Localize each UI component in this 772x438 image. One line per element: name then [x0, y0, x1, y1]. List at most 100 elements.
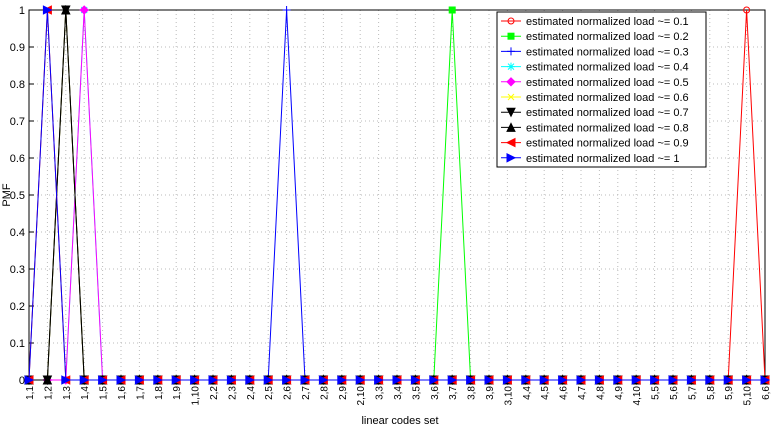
x-tick-label: 5,5	[651, 386, 662, 400]
marker	[116, 375, 127, 385]
x-tick-label: 3,10	[503, 386, 514, 406]
y-tick-label: 0.3	[10, 264, 25, 276]
marker	[506, 77, 516, 87]
marker	[507, 17, 515, 25]
x-tick-label: 2,4	[246, 386, 257, 400]
marker	[392, 375, 403, 385]
x-tick-label: 3,6	[430, 386, 441, 400]
x-tick-label: 3,4	[393, 386, 404, 400]
x-tick-label: 4,8	[595, 386, 606, 400]
x-tick-label: 4,10	[632, 386, 643, 406]
marker	[60, 4, 71, 15]
marker	[594, 375, 605, 385]
legend-label: estimated normalized load ~= 0.7	[526, 107, 689, 119]
marker	[410, 375, 421, 385]
marker	[79, 5, 89, 15]
y-tick-label: 0	[19, 375, 25, 387]
x-tick-label: 1,4	[80, 386, 91, 400]
y-tick-label: 0.1	[10, 338, 25, 350]
marker	[98, 375, 108, 385]
x-tick-label: 1,8	[154, 386, 165, 400]
x-axis-label: linear codes set	[361, 415, 438, 427]
x-tick-label: 1,7	[135, 386, 146, 400]
marker	[613, 375, 623, 385]
marker	[668, 375, 679, 385]
y-tick-label: 0.4	[10, 227, 25, 239]
x-tick-label: 2,2	[209, 386, 220, 400]
x-tick-label: 4,4	[522, 386, 533, 400]
y-tick-label: 0.5	[10, 190, 25, 202]
marker	[355, 375, 366, 385]
marker	[521, 375, 531, 385]
marker	[282, 375, 292, 385]
marker	[42, 374, 53, 385]
marker	[650, 375, 660, 385]
marker	[631, 375, 642, 385]
legend-label: estimated normalized load ~= 0.1	[526, 16, 689, 28]
marker	[337, 375, 347, 385]
x-tick-label: 4,9	[614, 386, 625, 400]
marker	[429, 375, 439, 385]
x-tick-label: 2,10	[356, 386, 367, 406]
x-tick-label: 4,6	[559, 386, 570, 400]
marker	[245, 375, 255, 385]
x-tick-label: 4,7	[577, 386, 588, 400]
x-tick-label: 1,9	[172, 386, 183, 400]
x-tick-label: 5,8	[706, 386, 717, 400]
marker	[318, 375, 329, 385]
marker	[79, 375, 90, 385]
marker	[742, 375, 752, 385]
marker	[190, 375, 200, 385]
x-tick-label: 1,10	[191, 386, 202, 406]
legend-label: estimated normalized load ~= 0.8	[526, 122, 689, 134]
marker	[226, 375, 237, 385]
marker	[558, 375, 568, 385]
marker	[507, 32, 515, 40]
marker	[282, 6, 291, 14]
x-tick-label: 3,8	[467, 386, 478, 400]
marker	[507, 93, 515, 101]
marker	[466, 375, 476, 385]
legend-label: estimated normalized load ~= 0.9	[526, 138, 689, 150]
marker	[506, 122, 516, 132]
y-tick-label: 0.8	[10, 79, 25, 91]
x-tick-label: 3,9	[485, 386, 496, 400]
marker	[760, 375, 771, 385]
x-tick-label: 2,5	[264, 386, 275, 400]
marker	[576, 375, 587, 385]
x-tick-label: 1,1	[25, 386, 36, 400]
marker	[507, 47, 515, 56]
marker	[705, 375, 715, 385]
x-tick-label: 1,2	[43, 386, 54, 400]
x-tick-label: 1,3	[62, 386, 73, 400]
legend-label: estimated normalized load ~= 0.5	[526, 77, 689, 89]
x-tick-label: 1,6	[117, 386, 128, 400]
marker	[686, 375, 697, 385]
x-tick-label: 6,6	[761, 386, 772, 400]
legend-label: estimated normalized load ~= 0.2	[526, 31, 689, 43]
x-tick-label: 3,7	[448, 386, 459, 400]
x-tick-label: 5,7	[687, 386, 698, 400]
marker	[153, 375, 163, 385]
marker	[263, 375, 274, 385]
x-tick-label: 2,6	[283, 386, 294, 400]
y-axis-label: PMF	[1, 183, 13, 207]
marker	[61, 375, 71, 385]
marker	[448, 6, 456, 14]
x-tick-label: 2,7	[301, 386, 312, 400]
marker	[24, 375, 35, 385]
legend-label: estimated normalized load ~= 0.4	[526, 62, 689, 74]
marker	[506, 107, 516, 118]
marker	[743, 6, 751, 14]
marker	[723, 375, 734, 385]
marker	[208, 375, 219, 385]
marker	[502, 375, 513, 385]
marker	[374, 375, 384, 385]
x-tick-label: 1,5	[99, 386, 110, 400]
y-tick-label: 1	[19, 5, 25, 17]
marker	[506, 152, 517, 163]
marker	[134, 375, 145, 385]
legend-label: estimated normalized load ~= 0.3	[526, 46, 689, 58]
y-tick-label: 0.6	[10, 153, 25, 165]
